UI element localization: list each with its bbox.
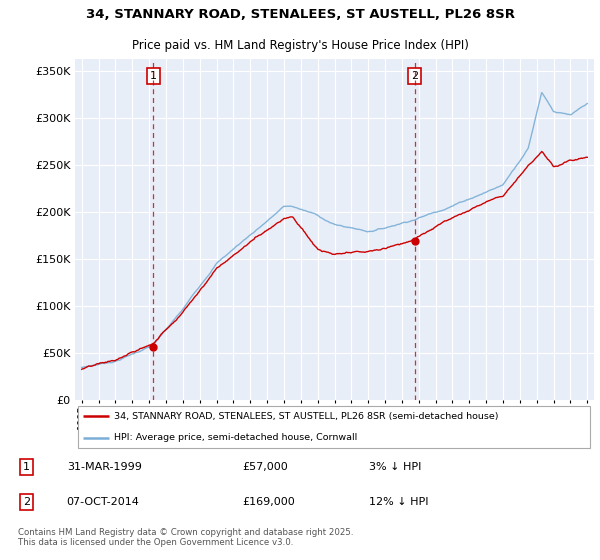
Text: Price paid vs. HM Land Registry's House Price Index (HPI): Price paid vs. HM Land Registry's House … (131, 39, 469, 53)
Text: 07-OCT-2014: 07-OCT-2014 (67, 497, 140, 507)
Text: 2: 2 (411, 71, 418, 81)
Text: 2: 2 (23, 497, 30, 507)
Text: 1: 1 (23, 462, 30, 472)
Text: 34, STANNARY ROAD, STENALEES, ST AUSTELL, PL26 8SR: 34, STANNARY ROAD, STENALEES, ST AUSTELL… (86, 8, 515, 21)
Text: 1: 1 (150, 71, 157, 81)
Text: 31-MAR-1999: 31-MAR-1999 (67, 462, 142, 472)
Text: £169,000: £169,000 (242, 497, 295, 507)
Text: HPI: Average price, semi-detached house, Cornwall: HPI: Average price, semi-detached house,… (114, 433, 357, 442)
Text: 3% ↓ HPI: 3% ↓ HPI (369, 462, 421, 472)
Text: £57,000: £57,000 (242, 462, 288, 472)
Text: Contains HM Land Registry data © Crown copyright and database right 2025.
This d: Contains HM Land Registry data © Crown c… (18, 528, 353, 547)
Text: 12% ↓ HPI: 12% ↓ HPI (369, 497, 428, 507)
Text: 34, STANNARY ROAD, STENALEES, ST AUSTELL, PL26 8SR (semi-detached house): 34, STANNARY ROAD, STENALEES, ST AUSTELL… (114, 412, 499, 421)
FancyBboxPatch shape (77, 405, 590, 449)
